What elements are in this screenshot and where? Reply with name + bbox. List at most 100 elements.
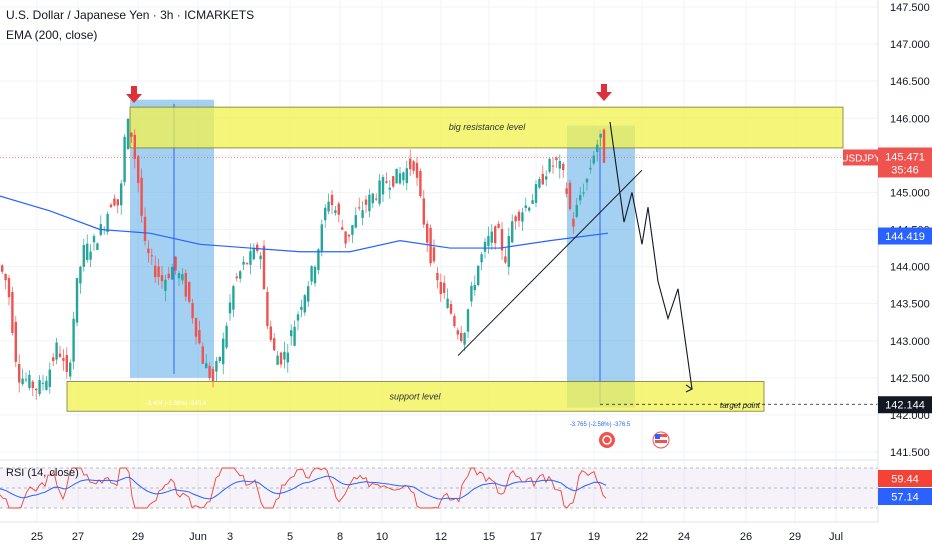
price-tick: 141.500 (890, 447, 930, 459)
candle-body (92, 236, 96, 243)
candle-body (96, 243, 99, 250)
candle-body (562, 163, 565, 171)
candle-body (436, 272, 439, 281)
candle-body (150, 255, 153, 257)
time-tick: 12 (435, 531, 447, 543)
candle-body (154, 265, 157, 278)
candle-body (463, 333, 466, 345)
candle-body (198, 330, 201, 344)
measure-right-label: -3.765 (-2.58%) -376.5 (570, 422, 631, 428)
candle-body (602, 129, 606, 163)
flag-canton (655, 434, 660, 439)
candle-body (201, 346, 204, 364)
candle-body (116, 199, 119, 206)
event-icon-ring (602, 435, 612, 445)
candle-body (330, 194, 334, 206)
candle-body (52, 357, 55, 361)
support-zone (66, 381, 765, 412)
candle-body (521, 212, 524, 222)
candle-body (126, 119, 130, 150)
event-icon[interactable] (599, 432, 615, 448)
candle-body (188, 282, 191, 302)
rsi-label: RSI (14, close) (6, 467, 79, 479)
candle-body (528, 207, 531, 211)
candle-body (307, 286, 310, 302)
candle-body (412, 161, 415, 171)
candle-body (75, 278, 79, 323)
candle-body (191, 303, 194, 319)
candle-body (388, 187, 391, 190)
candle-body (215, 360, 218, 372)
candle-body (205, 363, 208, 369)
candle-body (371, 193, 374, 204)
candle-body (483, 241, 487, 252)
candle-body (79, 266, 82, 284)
target-badge-text: 142.144 (885, 400, 925, 412)
candle-body (351, 225, 354, 235)
candle-body (395, 168, 398, 184)
flag-stripe (655, 440, 667, 443)
down-arrow-icon (126, 94, 142, 103)
candle-body (55, 342, 58, 360)
candle-body (548, 158, 551, 172)
candle-body (293, 326, 296, 346)
candle-body (337, 203, 340, 215)
countdown-text: 35:46 (891, 164, 919, 176)
candle-body (327, 201, 330, 212)
candle-body (358, 207, 361, 209)
candle-body (517, 211, 521, 221)
candle-body (256, 244, 259, 252)
candle-body (303, 295, 306, 313)
candle-body (534, 184, 538, 203)
target-label: target point (720, 401, 761, 410)
candle-body (174, 256, 177, 271)
down-arrow-icon (131, 86, 137, 94)
candle-body (375, 198, 378, 200)
overlays: target point (0, 84, 878, 449)
candle-body (72, 318, 75, 362)
candle-body (565, 188, 568, 194)
last-price-text: 145.471 (885, 151, 925, 163)
candle-body (460, 332, 463, 341)
candle-body (449, 304, 453, 314)
candle-body (585, 178, 589, 183)
ema-badge (878, 227, 932, 245)
candle-body (344, 231, 347, 244)
candle-body (160, 275, 164, 282)
candle-body (269, 326, 272, 340)
candle-body (555, 157, 558, 161)
candle-body (446, 298, 449, 308)
time-tick: 27 (72, 531, 84, 543)
candle-body (279, 352, 283, 365)
target-badge (878, 396, 932, 414)
rsi-ma-line (0, 475, 607, 500)
candle-body (524, 205, 527, 208)
candle-body (531, 200, 534, 204)
time-tick: 29 (132, 531, 144, 543)
time-tick: 10 (376, 531, 388, 543)
candle-body (317, 249, 320, 271)
candle-body (456, 330, 459, 335)
rsi-badge-text: 59.44 (891, 474, 919, 486)
candle-body (494, 226, 497, 244)
rsi-pane (0, 459, 878, 509)
candle-body (324, 207, 327, 221)
candle-body (419, 170, 422, 197)
candle-body (541, 173, 544, 185)
price-tick: 143.000 (890, 336, 930, 348)
candle-body (313, 266, 317, 284)
candle-body (409, 158, 412, 170)
candle-body (208, 365, 211, 379)
candle-body (473, 284, 476, 291)
candle-body (232, 286, 235, 310)
time-tick: 19 (588, 531, 600, 543)
price-tick: 146.500 (890, 76, 930, 88)
candle-body (364, 199, 368, 205)
candle-body (439, 281, 442, 295)
candle-body (466, 309, 470, 332)
candle-body (300, 306, 303, 311)
candle-body (385, 181, 388, 183)
support-label: support level (389, 391, 441, 401)
